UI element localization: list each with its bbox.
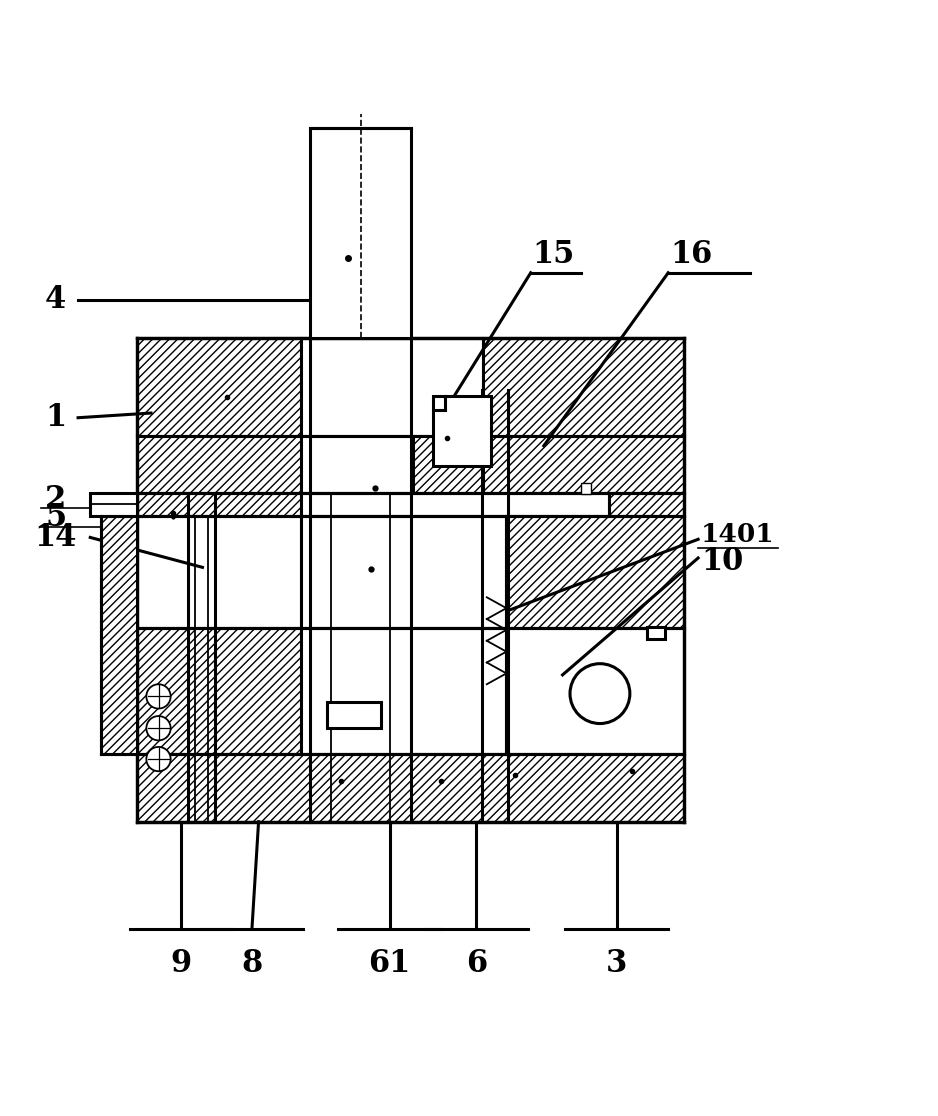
Text: 3: 3 [606, 947, 628, 979]
Circle shape [146, 684, 171, 709]
Bar [301, 338, 483, 436]
Bar [483, 338, 684, 436]
Bar [137, 338, 301, 436]
Circle shape [570, 664, 629, 723]
Text: 1401: 1401 [701, 522, 775, 547]
Text: 61: 61 [369, 947, 411, 979]
Bar [413, 436, 483, 492]
Text: 8: 8 [241, 947, 263, 979]
Bar [483, 436, 684, 492]
Text: 15: 15 [533, 239, 575, 270]
Text: 2: 2 [45, 483, 67, 514]
Bar [310, 128, 411, 338]
Bar [301, 516, 507, 628]
Text: 1: 1 [45, 402, 67, 433]
Bar [90, 492, 137, 516]
Bar [326, 702, 381, 729]
Text: 5: 5 [45, 502, 67, 533]
Bar [137, 436, 301, 492]
Bar [137, 628, 301, 754]
Bar [610, 492, 684, 516]
Text: 6: 6 [466, 947, 487, 979]
Text: 4: 4 [45, 285, 67, 316]
Text: 9: 9 [171, 947, 191, 979]
Bar [582, 483, 591, 494]
Bar [137, 492, 301, 516]
Bar [432, 396, 491, 466]
Bar [137, 516, 301, 628]
Bar [137, 754, 684, 821]
Bar [507, 628, 684, 754]
Bar [507, 516, 684, 628]
Bar [646, 627, 665, 639]
Bar [301, 436, 413, 492]
Bar [301, 492, 610, 516]
Bar [301, 628, 507, 754]
Circle shape [146, 747, 171, 771]
Text: 10: 10 [701, 546, 743, 577]
Circle shape [146, 716, 171, 740]
Text: 14: 14 [35, 522, 77, 552]
Text: 16: 16 [670, 239, 712, 270]
Bar [100, 516, 137, 754]
